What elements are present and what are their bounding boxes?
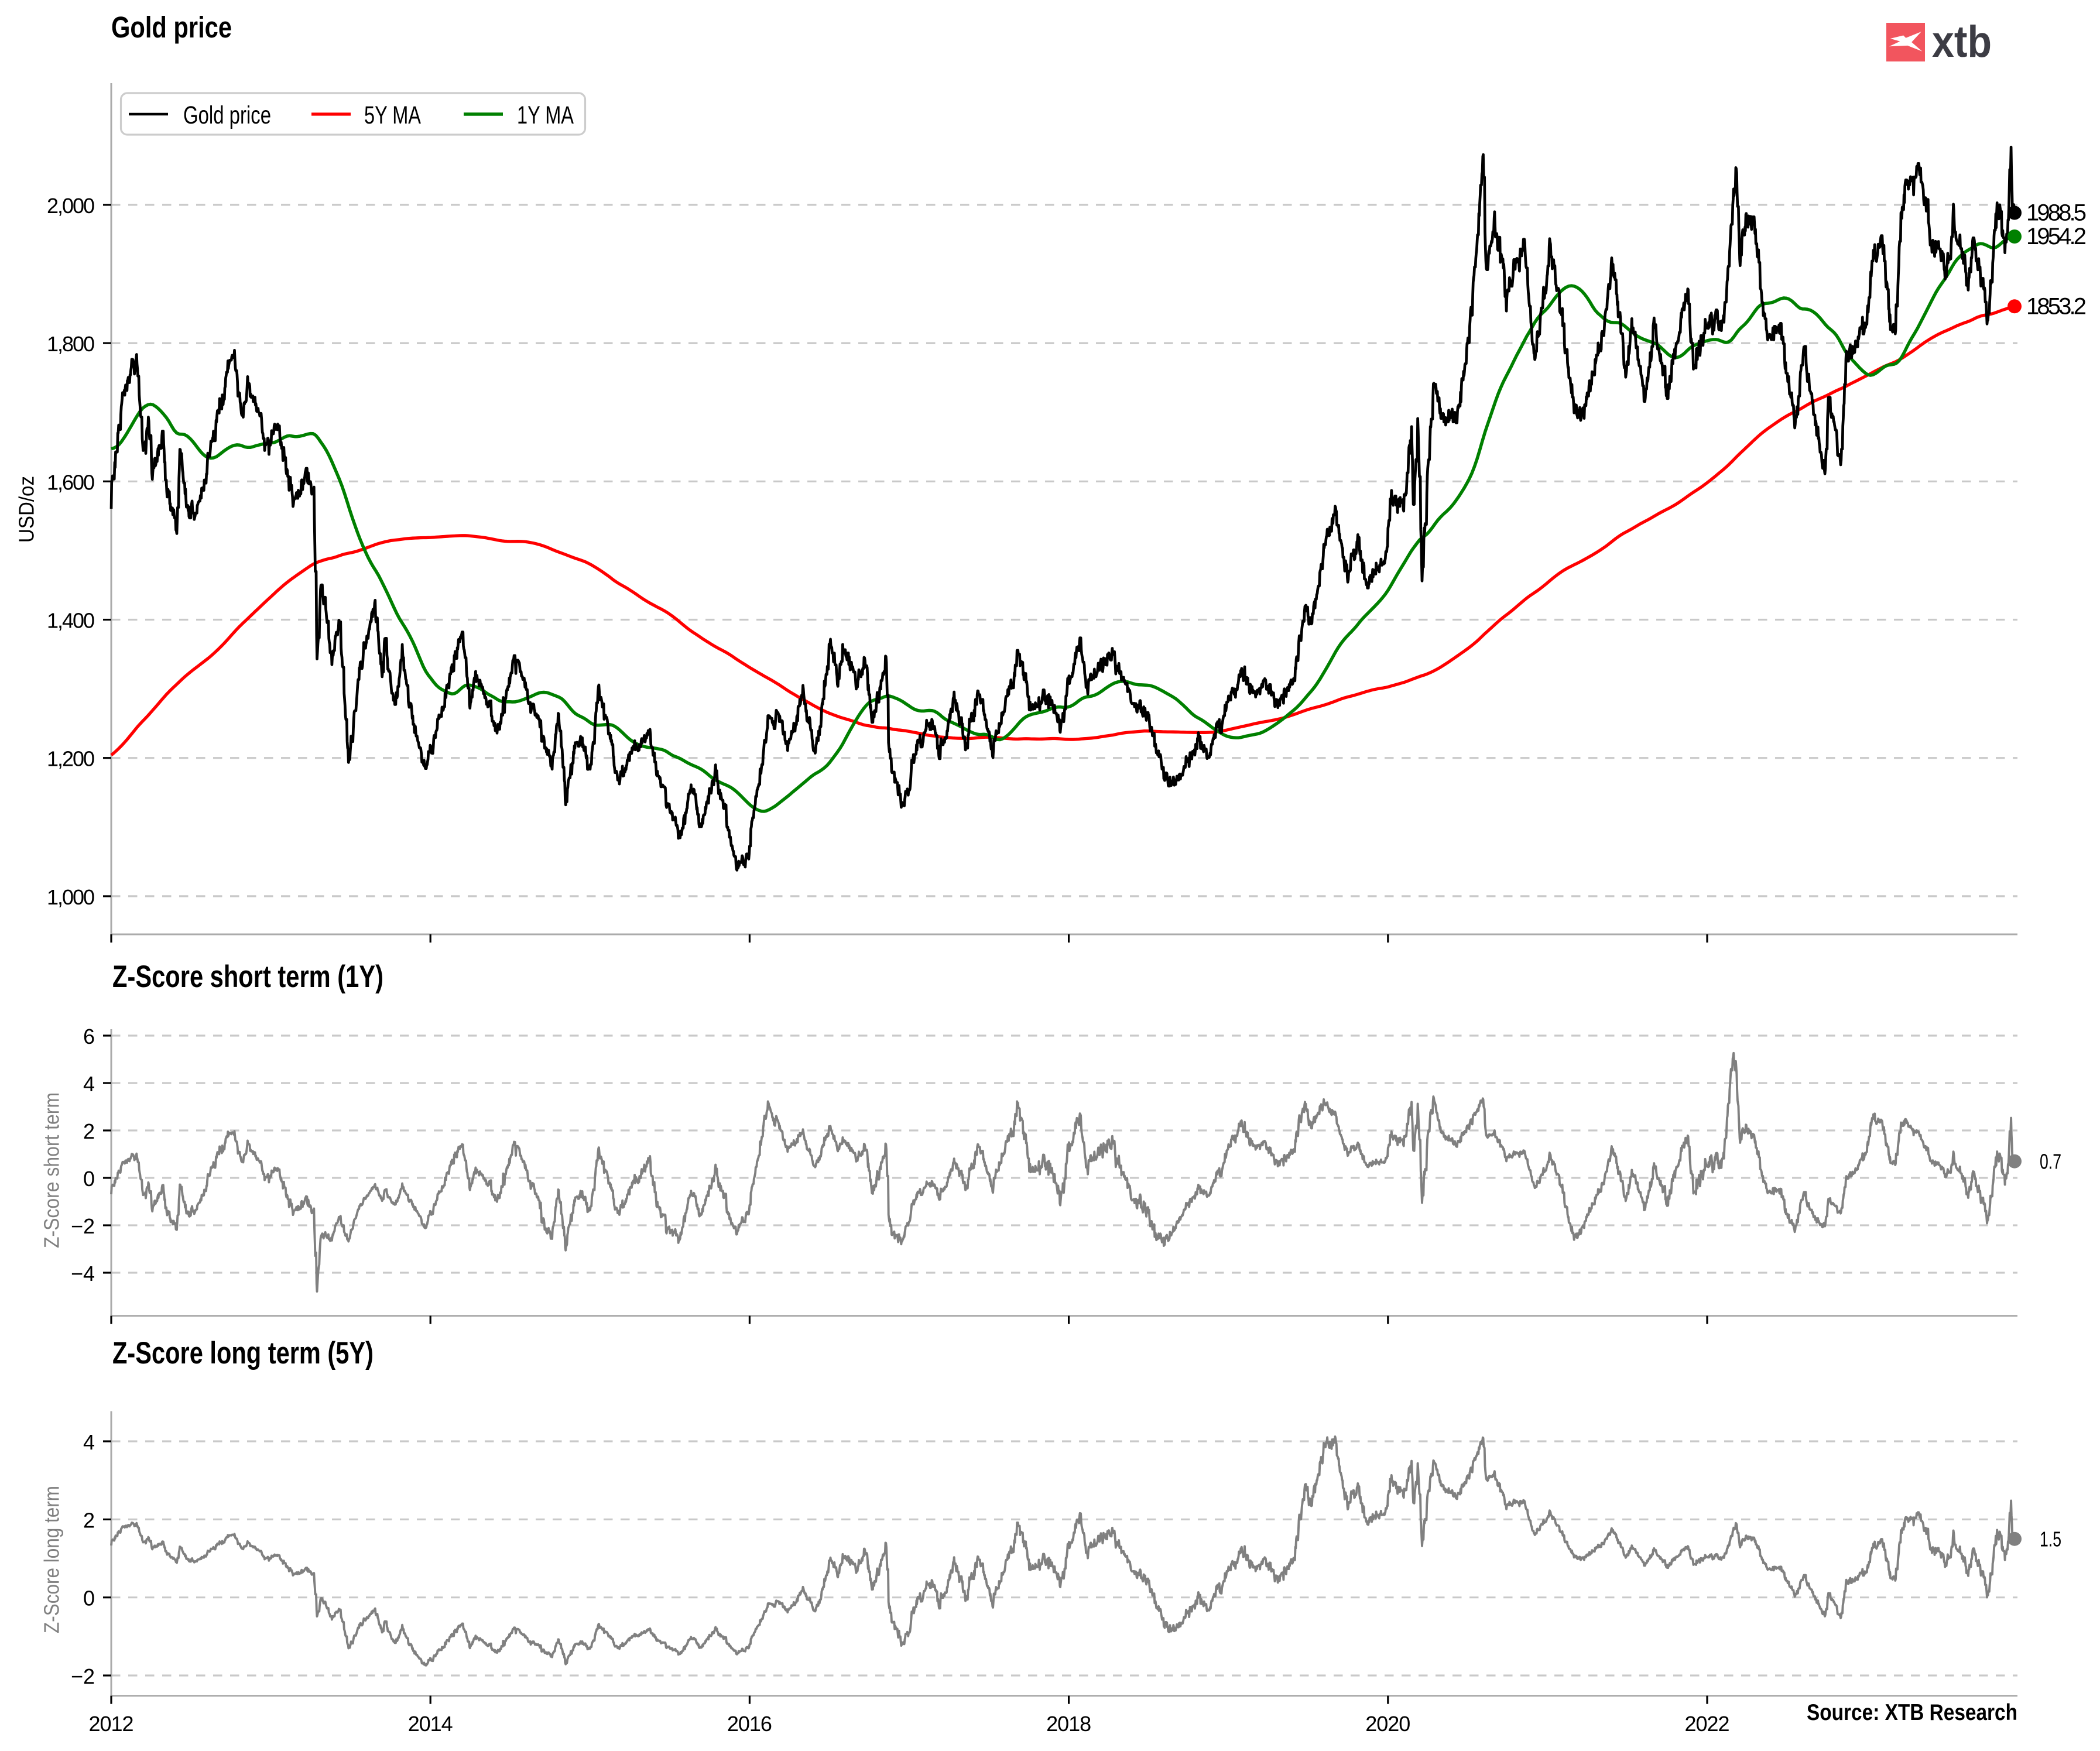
svg-text:1,200: 1,200 <box>47 747 95 771</box>
svg-text:2014: 2014 <box>408 1712 453 1736</box>
svg-text:Source: XTB Research: Source: XTB Research <box>1807 1700 2017 1725</box>
svg-text:2020: 2020 <box>1365 1712 1410 1736</box>
svg-text:Gold price: Gold price <box>111 11 232 44</box>
svg-text:1853.2: 1853.2 <box>2026 293 2087 319</box>
svg-text:1Y MA: 1Y MA <box>517 101 574 129</box>
svg-text:2: 2 <box>83 1119 95 1143</box>
svg-text:5Y MA: 5Y MA <box>364 101 421 129</box>
svg-text:1,800: 1,800 <box>47 332 95 356</box>
svg-text:4: 4 <box>83 1072 95 1096</box>
svg-text:Z-Score short term (1Y): Z-Score short term (1Y) <box>112 960 383 994</box>
svg-text:2022: 2022 <box>1685 1712 1730 1736</box>
svg-text:1954.2: 1954.2 <box>2026 224 2087 249</box>
svg-text:0: 0 <box>83 1586 95 1610</box>
svg-text:2012: 2012 <box>89 1712 134 1736</box>
svg-text:Z-Score long term (5Y): Z-Score long term (5Y) <box>112 1336 374 1370</box>
svg-text:−2: −2 <box>71 1214 95 1238</box>
svg-text:2016: 2016 <box>727 1712 772 1736</box>
svg-text:4: 4 <box>83 1430 95 1454</box>
svg-text:1988.5: 1988.5 <box>2026 200 2087 226</box>
svg-text:2: 2 <box>83 1508 95 1532</box>
svg-text:1,000: 1,000 <box>47 885 95 909</box>
svg-text:USD/oz: USD/oz <box>15 476 39 543</box>
svg-text:1,400: 1,400 <box>47 609 95 633</box>
svg-text:−4: −4 <box>71 1262 95 1286</box>
svg-text:0.7: 0.7 <box>2040 1150 2061 1174</box>
svg-text:1,600: 1,600 <box>47 470 95 494</box>
svg-text:2,000: 2,000 <box>47 194 95 218</box>
svg-text:Z-Score short term: Z-Score short term <box>39 1092 63 1248</box>
svg-text:6: 6 <box>83 1024 95 1048</box>
svg-text:−2: −2 <box>71 1664 95 1688</box>
svg-text:xtb: xtb <box>1932 17 1992 67</box>
svg-text:Gold price: Gold price <box>183 101 271 129</box>
svg-text:1.5: 1.5 <box>2040 1527 2061 1551</box>
svg-text:Z-Score long term: Z-Score long term <box>39 1486 63 1633</box>
svg-text:0: 0 <box>83 1167 95 1191</box>
svg-text:2018: 2018 <box>1046 1712 1091 1736</box>
